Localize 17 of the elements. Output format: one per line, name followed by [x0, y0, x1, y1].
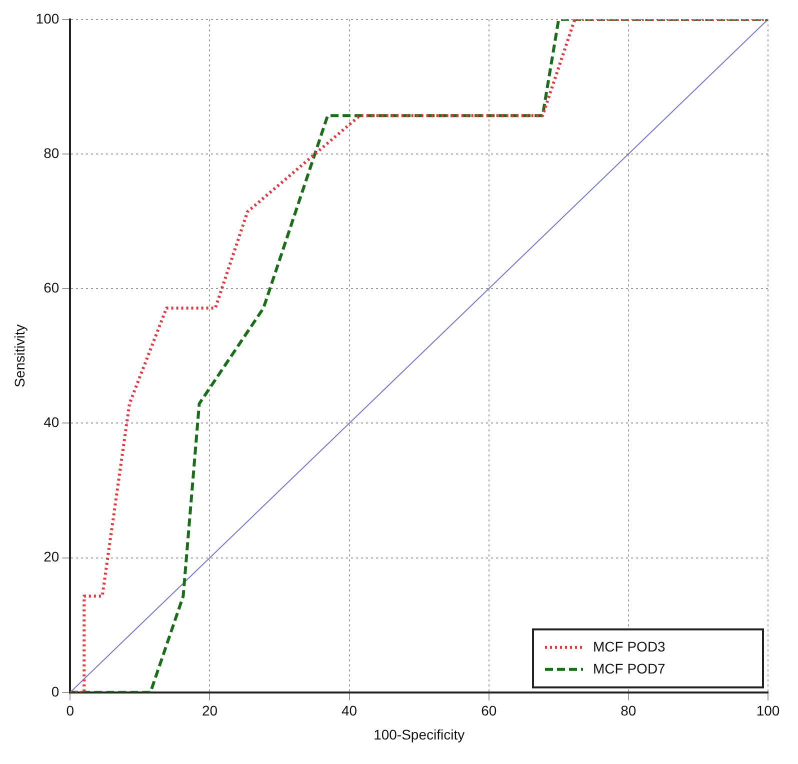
- y-tick-label: 0: [51, 683, 60, 700]
- x-tick-label: 40: [342, 702, 358, 719]
- y-tick-label: 80: [44, 144, 60, 161]
- line-series: [70, 19, 768, 692]
- legend-label: MCF POD7: [593, 660, 666, 676]
- y-axis-title: Sensitivity: [11, 324, 28, 388]
- x-tick-label: 0: [66, 702, 74, 719]
- y-tick-label: 100: [36, 10, 60, 26]
- x-tick-label: 80: [620, 702, 636, 719]
- x-axis-title: 100-Specificity: [374, 726, 465, 742]
- y-tick-label: 60: [44, 279, 60, 296]
- legend-label: MCF POD3: [593, 638, 666, 654]
- y-tick-label: 20: [44, 548, 60, 565]
- y-tick-label: 40: [44, 414, 60, 430]
- x-tick-label: 20: [202, 702, 218, 719]
- x-tick-label: 60: [481, 702, 497, 719]
- x-tick-label: 100: [756, 702, 780, 719]
